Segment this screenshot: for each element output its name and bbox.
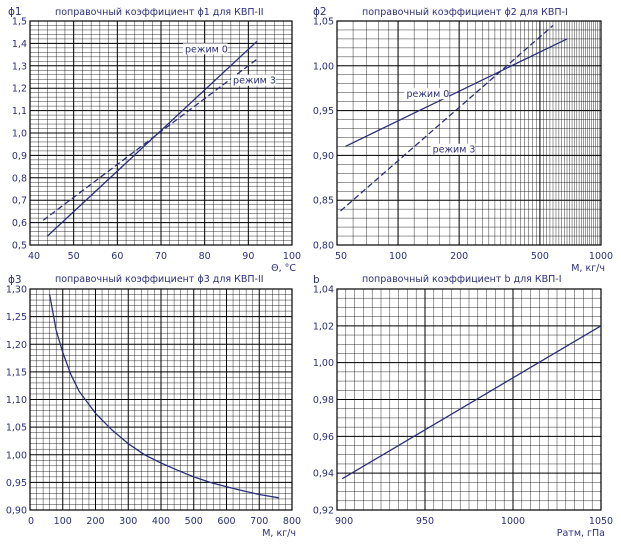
x-tick-label: 200 bbox=[86, 516, 104, 527]
annotation-background bbox=[183, 43, 228, 55]
x-axis-label: Θ, °C bbox=[271, 263, 296, 274]
series-line-phi1-1 bbox=[42, 58, 258, 221]
annotation-background bbox=[404, 88, 450, 100]
y-tick-label: 1,02 bbox=[313, 321, 334, 332]
y-tick-label: 1,05 bbox=[6, 423, 27, 434]
y-tick-label: 0,5 bbox=[12, 241, 27, 252]
plot-frame bbox=[336, 288, 602, 511]
series-annotation: режим 3 bbox=[233, 76, 276, 87]
y-tick-label: 1,1 bbox=[12, 106, 27, 117]
x-tick-label: 70 bbox=[155, 251, 167, 262]
series-annotation: режим 0 bbox=[185, 44, 228, 55]
y-tick-label: 0,90 bbox=[313, 151, 334, 162]
x-tick-label: 500 bbox=[185, 516, 203, 527]
y-axis-label: b bbox=[313, 274, 320, 286]
y-tick-label: 1,04 bbox=[313, 285, 334, 296]
annotation-background bbox=[231, 74, 276, 86]
y-tick-label: 1,00 bbox=[6, 450, 27, 461]
x-tick-label: 50 bbox=[68, 251, 80, 262]
chart-panel-b: 900 950 1000 1050 0,92 0,94 0,96 0,98 1,00 1,02 1,… bbox=[313, 273, 613, 539]
series-line-phi2-1 bbox=[340, 25, 554, 212]
y-tick-label: 1,5 bbox=[12, 17, 27, 28]
y-tick-label: 0,9 bbox=[12, 151, 27, 162]
x-tick-label: 200 bbox=[450, 251, 468, 262]
title-background bbox=[52, 6, 274, 18]
y-axis-label: ϕ2 bbox=[313, 6, 327, 18]
series-line-b-0 bbox=[341, 325, 602, 480]
y-tick-label: 1,15 bbox=[6, 367, 27, 378]
x-axis-label: M, кг/ч bbox=[262, 528, 296, 539]
chart-panel-phi3: 0 100 200 300 400 500 600 700 800 0,90 0,95 1,00 1,0… bbox=[6, 273, 301, 539]
x-tick-label: 500 bbox=[531, 251, 549, 262]
x-tick-label: 700 bbox=[250, 516, 268, 527]
y-tick-label: 0,85 bbox=[313, 196, 334, 207]
x-tick-label: 900 bbox=[335, 516, 353, 527]
y-tick-label: 0,80 bbox=[313, 241, 334, 252]
series-annotation: режим 3 bbox=[433, 145, 476, 156]
y-axis-label: ϕ3 bbox=[8, 274, 22, 286]
title-background bbox=[359, 6, 581, 18]
y-tick-label: 0,90 bbox=[6, 506, 27, 517]
chart-title: поправочный коэффициент ϕ1 для КВП-II bbox=[55, 7, 264, 18]
title-background bbox=[52, 273, 274, 285]
y-tick-label: 1,00 bbox=[313, 358, 334, 369]
x-tick-label: 800 bbox=[283, 516, 301, 527]
title-background bbox=[359, 273, 581, 285]
plot-frame bbox=[29, 20, 293, 246]
chart-title: поправочный коэффициент ϕ3 для КВП-II bbox=[55, 274, 264, 285]
series-line-phi3-0 bbox=[48, 294, 280, 499]
y-tick-label: 1,00 bbox=[313, 61, 334, 72]
x-tick-label: 100 bbox=[283, 251, 301, 262]
x-tick-label: 600 bbox=[217, 516, 235, 527]
x-tick-label: 80 bbox=[199, 251, 211, 262]
x-tick-label: 1050 bbox=[589, 516, 613, 527]
x-tick-label: 60 bbox=[111, 251, 123, 262]
y-tick-label: 1,2 bbox=[12, 84, 27, 95]
chart-panel-phi1: режим 0 режим 3 40 50 60 70 80 90 100 0,5 0,6 0,7 0,… bbox=[8, 6, 301, 274]
y-tick-label: 1,3 bbox=[12, 61, 27, 72]
y-tick-label: 1,10 bbox=[6, 395, 27, 406]
y-tick-label: 1,30 bbox=[6, 285, 27, 296]
x-tick-label: 400 bbox=[152, 516, 170, 527]
y-tick-label: 0,98 bbox=[313, 395, 334, 406]
x-axis-label: Pатм, гПа bbox=[557, 528, 605, 539]
y-tick-label: 0,96 bbox=[313, 432, 334, 443]
x-tick-label: 1000 bbox=[501, 516, 525, 527]
chart-title: поправочный коэффициент ϕ2 для КВП-I bbox=[362, 7, 568, 18]
y-tick-label: 1,4 bbox=[12, 39, 27, 50]
x-tick-label: 100 bbox=[389, 251, 407, 262]
x-tick-label: 100 bbox=[54, 516, 72, 527]
series-annotation: режим 0 bbox=[406, 89, 449, 100]
y-tick-label: 1,20 bbox=[6, 340, 27, 351]
y-tick-label: 0,95 bbox=[313, 106, 334, 117]
y-tick-label: 1,0 bbox=[12, 129, 27, 140]
series-line-phi2-0 bbox=[345, 38, 568, 147]
x-tick-label: 50 bbox=[335, 251, 347, 262]
x-tick-label: 1000 bbox=[589, 251, 613, 262]
x-axis-label: M, кг/ч bbox=[571, 263, 605, 274]
y-tick-label: 0,95 bbox=[6, 478, 27, 489]
x-tick-label: 40 bbox=[28, 251, 40, 262]
x-tick-label: 300 bbox=[119, 516, 137, 527]
y-tick-label: 1,05 bbox=[313, 17, 334, 28]
x-tick-label: 950 bbox=[416, 516, 434, 527]
annotation-background bbox=[430, 143, 476, 155]
x-tick-label: 90 bbox=[242, 251, 254, 262]
chart-title: поправочный коэффициент b для КВП-I bbox=[362, 274, 562, 285]
y-tick-label: 1,25 bbox=[6, 312, 27, 323]
plot-frame bbox=[336, 20, 602, 246]
y-tick-label: 0,8 bbox=[12, 173, 27, 184]
chart-panel-phi2: режим 0 режим 3 50 100 200 500 1000 0,80 0,85 0,9… bbox=[313, 6, 613, 274]
y-axis-label: ϕ1 bbox=[8, 6, 22, 18]
y-tick-label: 0,92 bbox=[313, 506, 334, 517]
x-tick-label: 0 bbox=[28, 516, 34, 527]
y-tick-label: 0,6 bbox=[12, 218, 27, 229]
y-tick-label: 0,94 bbox=[313, 469, 334, 480]
y-tick-label: 0,7 bbox=[12, 196, 27, 207]
plot-frame bbox=[29, 288, 293, 511]
